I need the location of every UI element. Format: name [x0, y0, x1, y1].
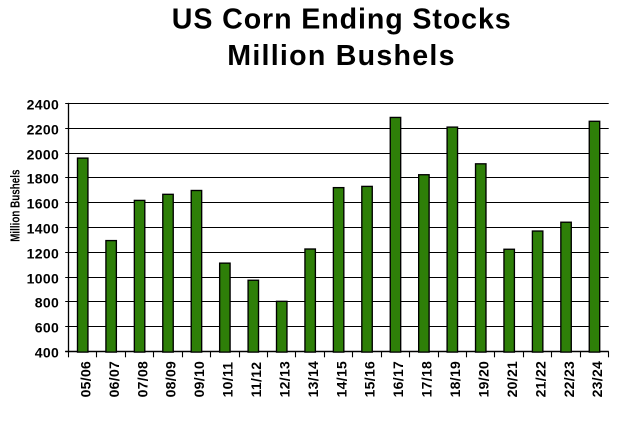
svg-text:14/15: 14/15: [333, 361, 349, 398]
svg-text:20/21: 20/21: [504, 361, 520, 398]
svg-text:600: 600: [35, 320, 59, 336]
svg-text:US Corn Ending Stocks: US Corn Ending Stocks: [172, 4, 512, 36]
svg-text:1200: 1200: [27, 246, 60, 262]
svg-text:23/24: 23/24: [589, 361, 605, 398]
svg-text:15/16: 15/16: [362, 361, 378, 398]
svg-text:07/08: 07/08: [134, 361, 150, 398]
svg-text:08/09: 08/09: [163, 361, 179, 398]
svg-text:1000: 1000: [27, 271, 60, 287]
svg-text:1400: 1400: [27, 221, 60, 237]
svg-text:Million Bushels: Million Bushels: [227, 40, 455, 72]
svg-text:19/20: 19/20: [475, 361, 491, 398]
svg-text:05/06: 05/06: [77, 361, 93, 398]
svg-text:18/19: 18/19: [447, 361, 463, 398]
svg-text:11/12: 11/12: [248, 362, 264, 398]
svg-text:400: 400: [35, 345, 59, 361]
svg-text:22/23: 22/23: [561, 361, 577, 398]
svg-text:16/17: 16/17: [390, 361, 406, 398]
svg-text:09/10: 09/10: [191, 361, 207, 398]
svg-text:21/22: 21/22: [532, 361, 548, 398]
svg-text:1800: 1800: [27, 171, 60, 187]
svg-text:12/13: 12/13: [276, 361, 292, 398]
svg-text:17/18: 17/18: [419, 361, 435, 398]
svg-text:2200: 2200: [27, 122, 60, 138]
svg-text:2400: 2400: [27, 97, 60, 113]
svg-text:10/11: 10/11: [220, 362, 236, 398]
svg-text:06/07: 06/07: [106, 361, 122, 398]
svg-text:13/14: 13/14: [305, 361, 321, 398]
svg-text:1600: 1600: [27, 196, 60, 212]
svg-text:800: 800: [35, 295, 59, 311]
svg-text:Million Bushels: Million Bushels: [9, 170, 22, 242]
svg-text:2000: 2000: [27, 147, 60, 163]
